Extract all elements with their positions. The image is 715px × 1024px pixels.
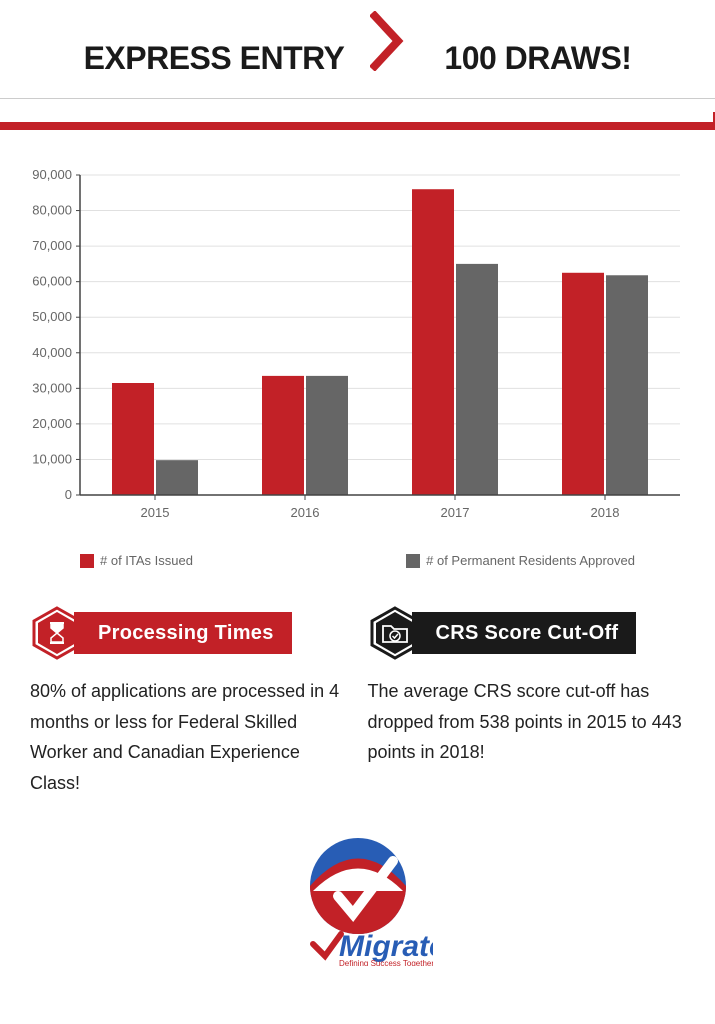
svg-text:80,000: 80,000 — [32, 203, 72, 218]
svg-text:20,000: 20,000 — [32, 416, 72, 431]
info-badges: Processing Times 80% of applications are… — [0, 588, 715, 818]
legend-label-pr: # of Permanent Residents Approved — [426, 553, 635, 568]
svg-text:2015: 2015 — [141, 505, 170, 520]
chart-legend: # of ITAs Issued # of Permanent Resident… — [0, 545, 715, 588]
processing-times-badge: Processing Times — [30, 608, 348, 658]
crs-score-text: The average CRS score cut-off has droppe… — [368, 676, 686, 768]
svg-text:0: 0 — [65, 487, 72, 502]
svg-text:60,000: 60,000 — [32, 274, 72, 289]
header-divider — [0, 122, 715, 130]
svg-text:2018: 2018 — [591, 505, 620, 520]
header-title-left: EXPRESS ENTRY — [84, 40, 345, 77]
svg-text:10,000: 10,000 — [32, 451, 72, 466]
svg-text:70,000: 70,000 — [32, 238, 72, 253]
bar-chart: 0 10,000 20,000 30,000 40,000 50,000 60,000 70,… — [0, 130, 715, 545]
crs-score-badge: CRS Score Cut-Off — [368, 608, 686, 658]
svg-text:2016: 2016 — [291, 505, 320, 520]
logo-tagline: Defining Success Together — [339, 959, 433, 966]
legend-label-itas: # of ITAs Issued — [100, 553, 193, 568]
hourglass-icon — [30, 606, 84, 660]
header-title-right: 100 DRAWS! — [444, 40, 631, 77]
legend-swatch-pr — [406, 554, 420, 568]
svg-text:40,000: 40,000 — [32, 345, 72, 360]
logo: Migrate Defining Success Together — [0, 818, 715, 971]
header: EXPRESS ENTRY 100 DRAWS! — [0, 0, 715, 130]
svg-text:90,000: 90,000 — [32, 167, 72, 182]
crs-score-label: CRS Score Cut-Off — [412, 612, 637, 654]
svg-text:2017: 2017 — [441, 505, 470, 520]
processing-times-label: Processing Times — [74, 612, 292, 654]
folder-check-icon — [368, 606, 422, 660]
svg-text:50,000: 50,000 — [32, 309, 72, 324]
legend-swatch-itas — [80, 554, 94, 568]
svg-text:30,000: 30,000 — [32, 380, 72, 395]
processing-times-text: 80% of applications are processed in 4 m… — [30, 676, 348, 798]
